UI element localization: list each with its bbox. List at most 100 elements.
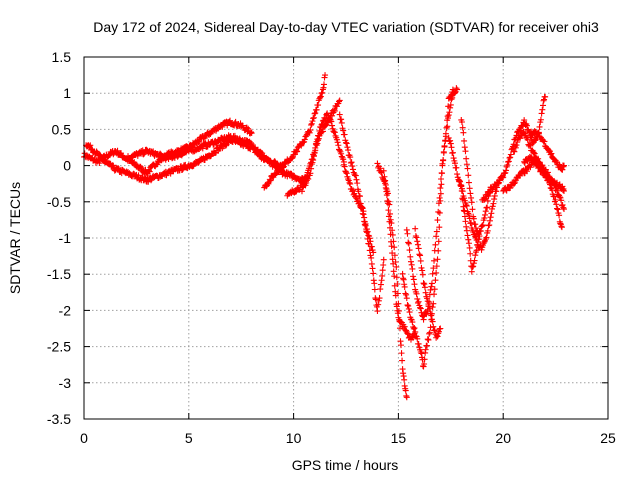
data-point [404, 394, 410, 400]
data-point [411, 281, 417, 287]
data-point [467, 190, 473, 196]
data-point [312, 110, 318, 116]
data-point [492, 193, 498, 199]
data-point [415, 242, 421, 248]
data-point [409, 262, 415, 268]
data-point [447, 138, 453, 144]
data-point [488, 214, 494, 220]
data-point [411, 276, 417, 282]
grid [84, 57, 608, 419]
data-point [401, 377, 407, 383]
data-point [462, 148, 468, 154]
data-point [342, 132, 348, 138]
data-point [329, 123, 335, 129]
data-point [335, 139, 341, 145]
data-point [435, 217, 441, 223]
data-point [491, 196, 497, 202]
data-point [378, 282, 384, 288]
data-point [371, 280, 377, 286]
data-point [431, 258, 437, 264]
data-point [403, 292, 409, 298]
y-tick-label: 1.5 [52, 49, 72, 65]
data-point [421, 280, 427, 286]
data-point [349, 159, 355, 165]
data-point [463, 224, 469, 230]
data-point [435, 256, 441, 262]
data-point [406, 306, 412, 312]
data-point [335, 142, 341, 148]
data-point [370, 265, 376, 271]
data-point [472, 258, 478, 264]
data-point [407, 247, 413, 253]
data-point [437, 185, 443, 191]
data-point [463, 156, 469, 162]
data-point [416, 251, 422, 257]
data-point [420, 272, 426, 278]
data-point [432, 248, 438, 254]
y-axis-label: SDTVAR / TECUs [7, 182, 23, 294]
data-point [466, 180, 472, 186]
data-point [417, 252, 423, 258]
data-point [339, 154, 345, 160]
data-point [409, 266, 415, 272]
data-point [554, 206, 560, 212]
data-point [465, 172, 471, 178]
data-point [467, 245, 473, 251]
data-point [508, 152, 514, 158]
data-point [506, 158, 512, 164]
data-point [513, 142, 519, 148]
data-point [380, 267, 386, 273]
data-point [343, 169, 349, 175]
x-tick-labels: 0 5 10 15 20 25 [80, 430, 616, 446]
data-point [408, 259, 414, 265]
data-point [462, 144, 468, 150]
data-point [425, 336, 431, 342]
data-point [422, 284, 428, 290]
data-point [407, 309, 413, 315]
data-point [402, 291, 408, 297]
y-tick-label: -3.5 [47, 411, 71, 427]
data-point [374, 160, 380, 166]
data-point [482, 212, 488, 218]
data-point [404, 295, 410, 301]
data-point [469, 264, 475, 270]
data-point [464, 203, 470, 209]
data-point [472, 221, 478, 227]
data-point [428, 324, 434, 330]
y-tick-label: -3 [59, 375, 72, 391]
data-point [437, 195, 443, 201]
data-point [469, 269, 475, 275]
data-point [338, 116, 344, 122]
x-tick-label: 25 [600, 430, 616, 446]
data-point [337, 112, 343, 118]
data-point [464, 161, 470, 167]
data-point [432, 277, 438, 283]
data-point [555, 206, 561, 212]
data-point [506, 155, 512, 161]
x-tick-label: 10 [286, 430, 302, 446]
data-point [353, 177, 359, 183]
data-point [398, 342, 404, 348]
data-point [539, 107, 545, 113]
x-tick-label: 20 [495, 430, 511, 446]
data-point [440, 157, 446, 163]
y-tick-label: -1.5 [47, 266, 71, 282]
data-point [432, 242, 438, 248]
data-point [308, 122, 314, 128]
data-point [380, 262, 386, 268]
data-point [460, 130, 466, 136]
data-point [467, 251, 473, 257]
chart-title: Day 172 of 2024, Sidereal Day-to-day VTE… [93, 19, 599, 35]
data-point [407, 254, 413, 260]
data-point [488, 210, 494, 216]
x-axis-label: GPS time / hours [292, 457, 399, 473]
data-point [405, 239, 411, 245]
data-point [339, 120, 345, 126]
data-point [413, 233, 419, 239]
data-point [468, 220, 474, 226]
data-point [309, 121, 315, 127]
data-point [377, 286, 383, 292]
data-point [337, 147, 343, 153]
data-point [441, 149, 447, 155]
data-point [404, 302, 410, 308]
